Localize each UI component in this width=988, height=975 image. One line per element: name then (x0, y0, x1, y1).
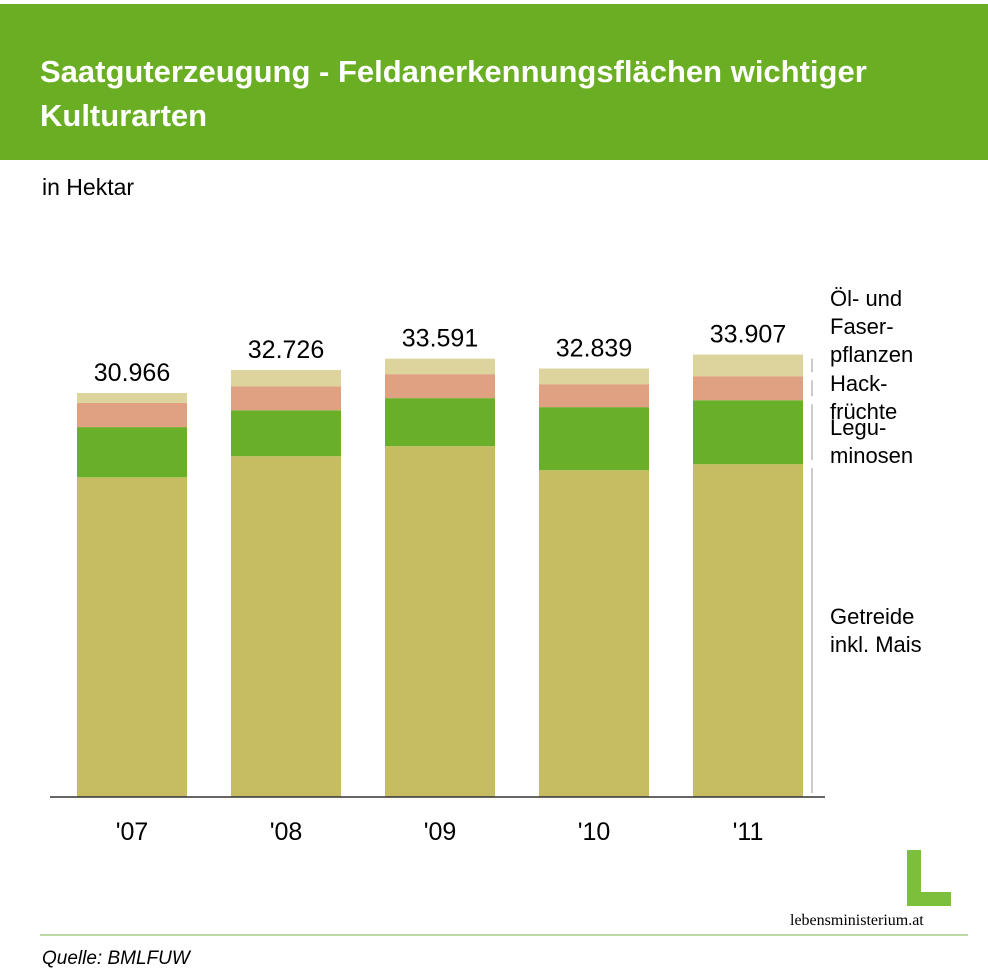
bar-segment (539, 384, 649, 408)
legend-label: Öl- und Faser-pflanzen (830, 285, 914, 367)
legend-label: Hack-früchte (830, 371, 898, 425)
chart-title: Saatguterzeugung - Feldanerkennungsfläch… (40, 54, 867, 133)
bar-segment (231, 410, 341, 457)
bar-segment (231, 456, 341, 797)
total-label: 30.966 (94, 359, 170, 387)
legend-label: Legu-minosen (830, 415, 914, 469)
header (0, 4, 988, 160)
bar-segment (693, 354, 803, 377)
bar-segment (693, 400, 803, 465)
logo-mark (907, 892, 951, 906)
total-label: 32.839 (556, 335, 632, 363)
bar-segment (693, 464, 803, 797)
bar-segment (77, 402, 187, 428)
bar-segment (77, 477, 187, 797)
bar-segment (539, 368, 649, 385)
x-tick-label: '09 (424, 818, 457, 846)
bar-segment (539, 470, 649, 797)
x-tick-label: '08 (270, 818, 303, 846)
total-label: 33.907 (710, 321, 786, 349)
bar-segment (385, 358, 495, 375)
source: Quelle: BMLFUW (42, 948, 190, 969)
bar-segment (385, 398, 495, 447)
bar-segment (693, 376, 803, 401)
subtitle: in Hektar (42, 174, 135, 200)
bar-segment (231, 386, 341, 411)
x-tick-label: '11 (733, 818, 764, 846)
logo: lebensministerium.at (790, 912, 924, 929)
bar-segment (231, 370, 341, 387)
x-tick-label: '07 (116, 818, 149, 846)
bar-segment (385, 374, 495, 399)
bar-segment (385, 446, 495, 797)
bar-segment (539, 407, 649, 471)
total-label: 33.591 (402, 325, 478, 353)
legend-label: Getreide inkl. Mais (830, 603, 922, 657)
bar-segment (77, 392, 187, 403)
x-tick-label: '10 (578, 818, 611, 846)
total-label: 32.726 (248, 336, 324, 364)
bar-segment (77, 427, 187, 478)
